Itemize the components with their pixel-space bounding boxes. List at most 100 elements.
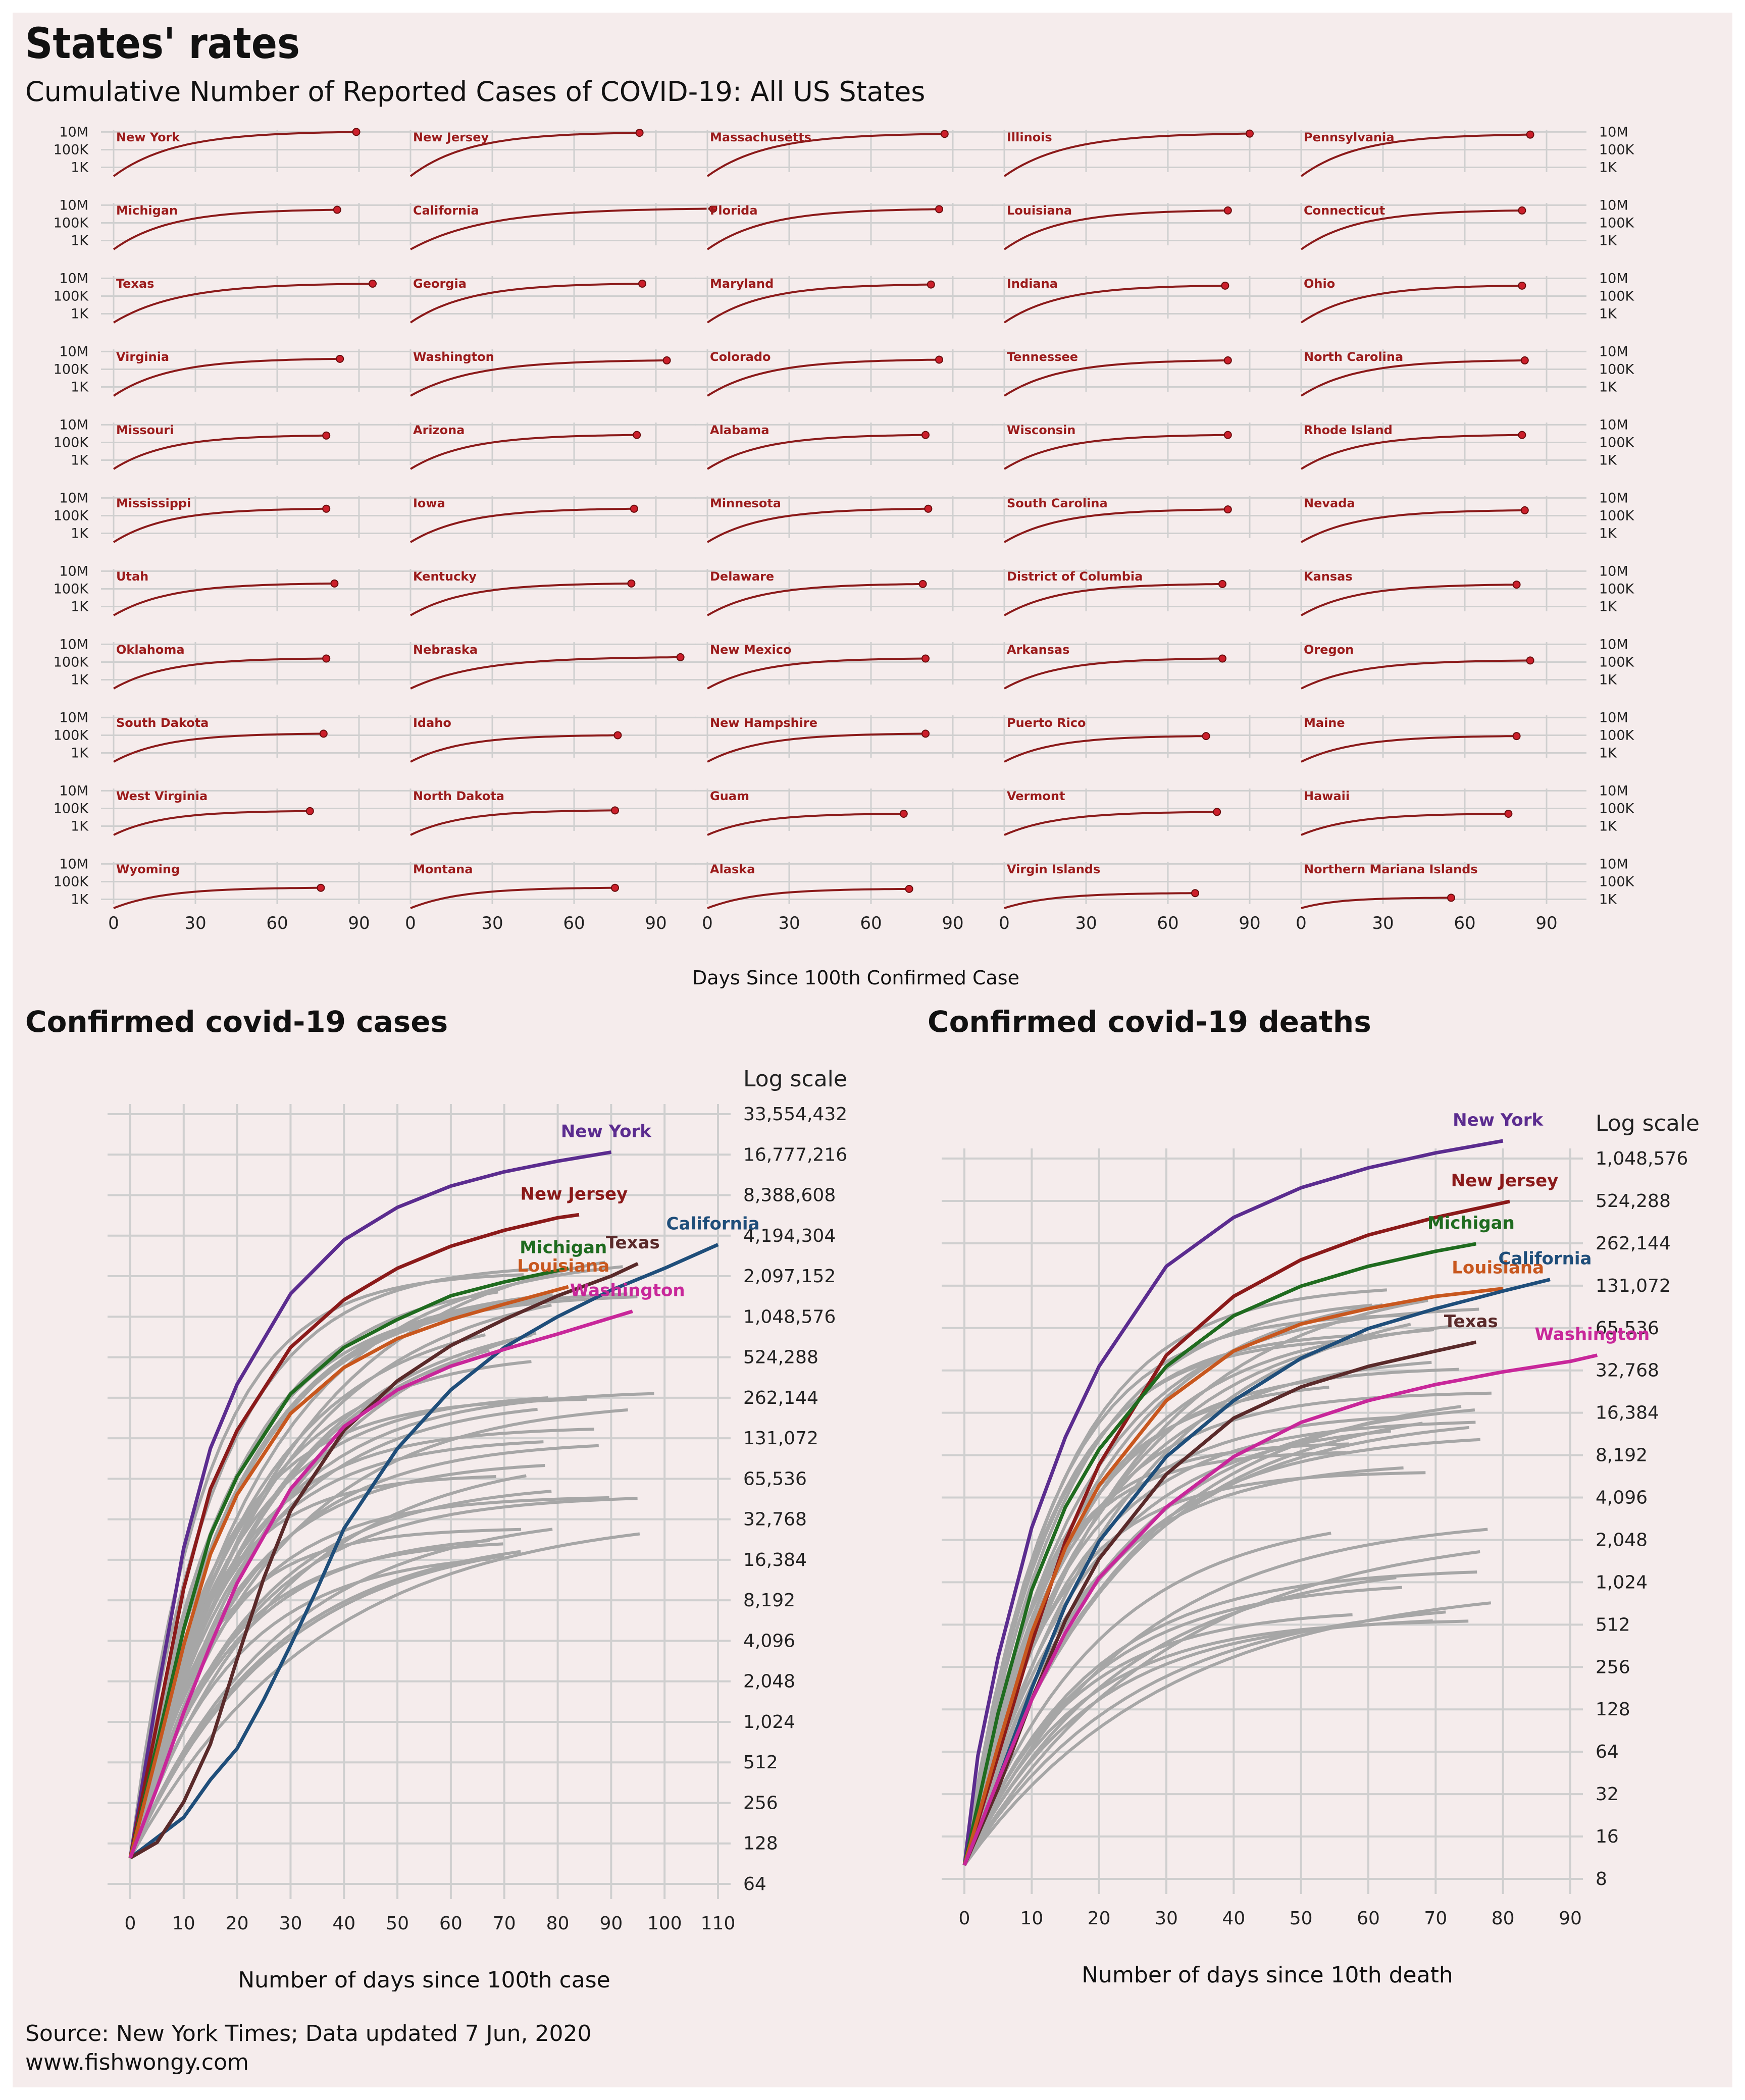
series-end-point	[1520, 356, 1529, 364]
series-line-delaware	[707, 583, 923, 616]
y-tick-label: 4,096	[1596, 1488, 1648, 1508]
panel-label: Nevada	[1304, 496, 1355, 510]
series-line-new-mexico	[707, 657, 926, 690]
panel-label: Maine	[1304, 716, 1345, 730]
y-tick-label: 8,388,608	[743, 1185, 836, 1206]
y-tick-label: 10M	[1599, 856, 1628, 872]
y-tick-label: 16,384	[1596, 1403, 1659, 1424]
y-tick-label: 10M	[59, 710, 88, 725]
y-tick-label: 10M	[59, 783, 88, 799]
panel-label: Nebraska	[413, 643, 478, 657]
y-tick-label: 8,192	[743, 1590, 795, 1611]
x-tick-label: 60	[860, 913, 882, 933]
series-line-puerto-rico	[1004, 735, 1206, 763]
series-label: California	[666, 1214, 760, 1234]
background-series-line	[129, 1475, 496, 1858]
x-tick-label: 0	[125, 1913, 136, 1934]
panel-label: Wisconsin	[1007, 423, 1075, 437]
y-tick-label: 128	[1596, 1699, 1630, 1720]
x-tick-label: 60	[563, 913, 585, 933]
y-tick-label: 100K	[1599, 361, 1635, 377]
y-tick-label: 2,048	[1596, 1530, 1648, 1550]
y-tick-label: 1K	[1599, 452, 1617, 468]
series-end-point	[1447, 894, 1455, 902]
series-line-vermont	[1004, 811, 1217, 836]
series-end-point	[319, 729, 328, 738]
panel-label: Massachusetts	[710, 130, 811, 144]
background-series-line	[963, 1299, 1428, 1866]
series-end-point	[330, 579, 339, 588]
background-series-line	[129, 1539, 490, 1859]
background-series-line	[963, 1323, 1411, 1866]
panel-label: Rhode Island	[1304, 423, 1393, 437]
y-tick-label: 1K	[1599, 599, 1617, 614]
background-series-line	[129, 1474, 527, 1859]
x-tick-label: 60	[439, 1913, 463, 1934]
series-label: Michigan	[1427, 1213, 1515, 1233]
series-label: New York	[1453, 1110, 1544, 1130]
y-tick-label: 512	[743, 1752, 778, 1773]
series-line-indiana	[1003, 284, 1225, 324]
series-line-colorado	[706, 358, 940, 397]
page-subtitle: Cumulative Number of Reported Cases of C…	[25, 76, 926, 108]
background-series-line	[963, 1576, 1397, 1866]
y-tick-label: 100K	[54, 435, 89, 450]
series-end-point	[305, 807, 314, 815]
x-tick-label: 90	[348, 913, 370, 933]
panel-label: Alaska	[710, 862, 755, 876]
y-tick-label: 1,048,576	[743, 1306, 836, 1327]
series-label: California	[1499, 1249, 1592, 1269]
background-series-line	[963, 1570, 1477, 1866]
x-tick-label: 40	[1222, 1908, 1245, 1929]
series-end-point	[921, 654, 930, 663]
series-line-iowa	[410, 507, 634, 543]
y-tick-label: 100K	[54, 654, 89, 670]
series-line-new-jersey	[128, 1213, 580, 1858]
series-line-idaho	[410, 734, 618, 763]
panel-label: Washington	[413, 350, 494, 364]
series-line-texas	[113, 282, 373, 324]
series-end-point	[1191, 889, 1199, 898]
y-tick-label: 8,192	[1596, 1445, 1648, 1466]
series-line-new-york	[962, 1139, 1504, 1866]
series-end-point	[322, 504, 331, 513]
source-note: Source: New York Times; Data updated 7 J…	[25, 2021, 592, 2046]
y-tick-label: 1,024	[1596, 1572, 1648, 1593]
series-line-hawaii	[1301, 813, 1509, 836]
series-end-point	[317, 883, 325, 892]
panel-label: Tennessee	[1007, 350, 1078, 364]
x-tick-label: 20	[226, 1913, 249, 1934]
series-end-point	[633, 431, 641, 439]
series-end-point	[1504, 809, 1513, 818]
deaths-chart: 8 16 32 64 128 256 512 1,024 2,048 4,096 8,192 16,3…	[942, 1110, 1700, 1988]
x-tick-label: 90	[599, 1913, 623, 1934]
series-end-point	[1223, 431, 1232, 439]
series-line-maine	[1301, 735, 1517, 763]
panel-label: Northern Mariana Islands	[1304, 862, 1478, 876]
series-line-missouri	[113, 434, 327, 470]
panel-label: Puerto Rico	[1007, 716, 1086, 730]
y-tick-label: 10M	[1599, 417, 1628, 433]
y-tick-label: 1K	[71, 306, 89, 322]
y-tick-label: 10M	[1599, 124, 1628, 140]
x-tick-label: 90	[942, 913, 963, 933]
x-tick-label: 40	[332, 1913, 355, 1934]
y-tick-label: 16,384	[743, 1550, 807, 1570]
panel-label: Iowa	[413, 496, 445, 510]
y-tick-label: 100K	[1599, 142, 1635, 158]
y-tick-label: 262,144	[743, 1388, 818, 1408]
background-series-line	[129, 1407, 538, 1859]
series-line-nebraska	[410, 656, 681, 690]
x-tick-label: 30	[1372, 913, 1394, 933]
series-line-west-virginia	[113, 810, 310, 836]
background-series-line	[129, 1348, 490, 1859]
x-tick-label: 70	[493, 1913, 516, 1934]
series-line-new-york	[128, 1150, 611, 1858]
y-tick-label: 131,072	[743, 1428, 818, 1449]
y-tick-label: 100K	[54, 727, 89, 743]
x-tick-label: 60	[1357, 1908, 1380, 1929]
y-tick-label: 1K	[71, 233, 89, 248]
panel-label: Guam	[710, 789, 749, 803]
series-end-point	[627, 579, 636, 588]
y-tick-label: 10M	[59, 417, 88, 433]
